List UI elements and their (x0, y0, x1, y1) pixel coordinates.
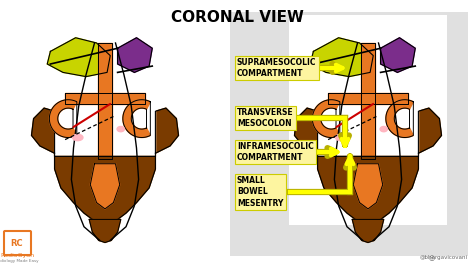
Text: TRANSVERSE
MESOCOLON: TRANSVERSE MESOCOLON (237, 108, 293, 128)
Polygon shape (328, 93, 408, 104)
Polygon shape (98, 43, 112, 159)
Polygon shape (310, 38, 373, 77)
Ellipse shape (336, 134, 346, 141)
Text: ◎: ◎ (429, 255, 435, 261)
Polygon shape (318, 156, 419, 222)
Bar (26, 15, 184, 225)
Ellipse shape (73, 134, 83, 141)
Bar (289, 15, 447, 225)
Polygon shape (318, 48, 419, 156)
Polygon shape (386, 100, 413, 138)
Polygon shape (31, 108, 55, 156)
Ellipse shape (380, 126, 387, 132)
Bar (230, 12, 468, 256)
Polygon shape (118, 38, 152, 72)
Polygon shape (155, 108, 179, 156)
Polygon shape (353, 164, 383, 209)
Polygon shape (352, 219, 384, 243)
Polygon shape (55, 156, 155, 222)
Polygon shape (381, 38, 415, 72)
Text: SUPRAMESOCOLIC
COMPARTMENT: SUPRAMESOCOLIC COMPARTMENT (237, 58, 317, 78)
Polygon shape (294, 108, 318, 156)
Text: RadioGyan: RadioGyan (0, 252, 34, 257)
Polygon shape (361, 43, 375, 159)
Text: INFRAMESOCOLIC
COMPARTMENT: INFRAMESOCOLIC COMPARTMENT (237, 142, 314, 162)
Polygon shape (123, 100, 150, 138)
Polygon shape (47, 38, 110, 77)
Polygon shape (312, 100, 340, 138)
Text: CORONAL VIEW: CORONAL VIEW (171, 10, 303, 25)
Polygon shape (419, 108, 441, 156)
Polygon shape (91, 164, 120, 209)
Polygon shape (89, 219, 121, 243)
Text: Radiology Made Easy: Radiology Made Easy (0, 259, 39, 263)
Polygon shape (55, 48, 155, 156)
Polygon shape (65, 93, 145, 104)
Text: RC: RC (11, 239, 23, 247)
Polygon shape (49, 100, 77, 138)
Text: @bhargavicovani: @bhargavicovani (420, 256, 468, 260)
Text: SMALL
BOWEL
MESENTRY: SMALL BOWEL MESENTRY (237, 176, 283, 207)
Ellipse shape (117, 126, 124, 132)
